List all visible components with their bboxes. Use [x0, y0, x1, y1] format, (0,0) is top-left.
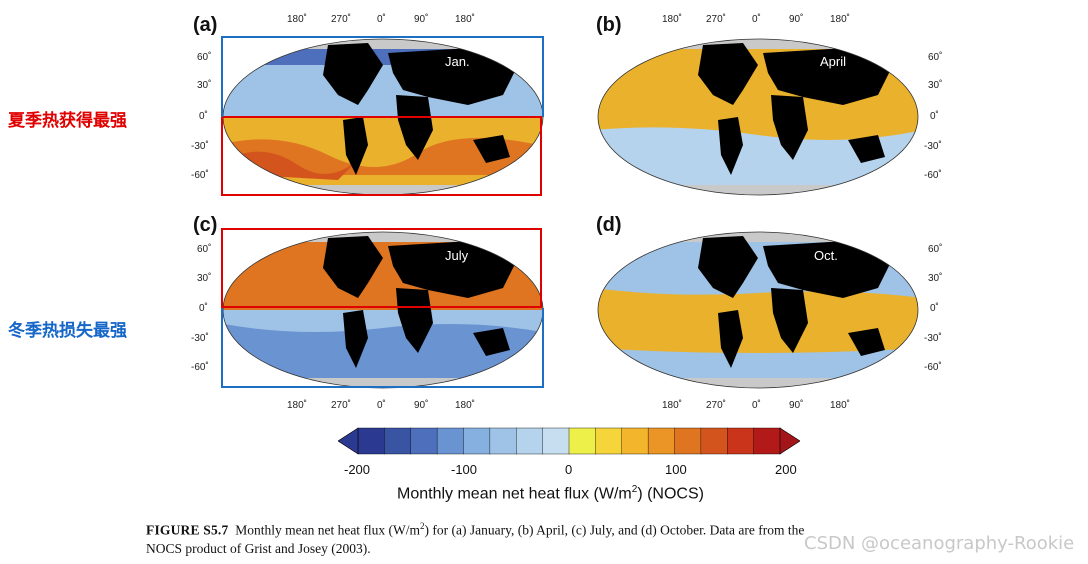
lat-label: 0˚ [930, 111, 939, 122]
colorbar-cell [463, 427, 491, 455]
lon-label: 180˚ [830, 400, 851, 411]
panel-b-month: April [820, 54, 847, 69]
winter-annotation: 冬季热损失最强 [8, 321, 127, 341]
lat-label: 60˚ [928, 52, 943, 63]
lat-label: 0˚ [199, 303, 208, 314]
lon-label: 90˚ [789, 14, 804, 25]
panel-d-label: (d) [596, 214, 622, 236]
figure-caption: FIGURE S5.7 Monthly mean net heat flux (… [146, 517, 1046, 558]
lat-label: -60˚ [924, 170, 942, 181]
colorbar [338, 427, 800, 455]
winter-highlight-box-top [221, 36, 544, 117]
lon-label: 270˚ [706, 14, 727, 25]
colorbar-cell [753, 427, 781, 455]
colorbar-cell [542, 427, 570, 455]
caption-line1b: ) for (a) January, (b) April, (c) July, … [424, 522, 805, 538]
colorbar-title-suffix: ) (NOCS) [637, 485, 704, 503]
panel-a-label: (a) [193, 14, 218, 36]
colorbar-tick: -200 [344, 462, 371, 477]
colorbar-cell [674, 427, 702, 455]
colorbar-cell [384, 427, 412, 455]
lat-label: 60˚ [928, 244, 943, 255]
lon-label: 90˚ [414, 400, 429, 411]
colorbar-cell [516, 427, 544, 455]
lat-label: 30˚ [197, 80, 212, 91]
colorbar-cell [595, 427, 623, 455]
colorbar-cell [621, 427, 649, 455]
watermark: CSDN @oceanography-Rookie [804, 533, 1075, 554]
lon-label: 0˚ [752, 14, 761, 25]
summer-highlight-box-july [221, 228, 542, 308]
colorbar-cell [700, 427, 728, 455]
colorbar-title: Monthly mean net heat flux (W/m2) (NOCS) [397, 484, 704, 503]
caption-sup: 2 [420, 521, 425, 531]
lat-label: 30˚ [928, 80, 943, 91]
lon-label: 0˚ [752, 400, 761, 411]
map-january [222, 38, 544, 196]
colorbar-tick: 0 [565, 462, 573, 477]
lon-label: 270˚ [331, 400, 352, 411]
lon-label: 270˚ [331, 14, 352, 25]
lon-label: 0˚ [377, 400, 386, 411]
map-april [597, 38, 919, 196]
summer-highlight-box [221, 116, 542, 196]
lat-label: 60˚ [197, 52, 212, 63]
colorbar-max-arrow [779, 427, 800, 455]
lon-label: 180˚ [455, 400, 476, 411]
colorbar-cells [357, 427, 781, 455]
figure-label: FIGURE S5.7 [146, 522, 229, 538]
colorbar-cell [727, 427, 755, 455]
colorbar-tick: -100 [451, 462, 478, 477]
lat-label: -30˚ [924, 141, 942, 152]
colorbar-tick: 100 [665, 462, 687, 477]
lon-label: 90˚ [414, 14, 429, 25]
map-october [597, 231, 919, 389]
panel-c-label: (c) [193, 214, 218, 236]
colorbar-cell [489, 427, 517, 455]
lon-label: 0˚ [377, 14, 386, 25]
lat-label: 0˚ [930, 303, 939, 314]
lat-label: 60˚ [197, 244, 212, 255]
colorbar-title-prefix: Monthly mean net heat flux (W/m [397, 485, 632, 503]
colorbar-cell [647, 427, 676, 455]
lat-label: -30˚ [191, 333, 209, 344]
caption-line1: Monthly mean net heat flux (W/m [235, 522, 421, 538]
panel-d-month: Oct. [814, 248, 838, 263]
lat-label: 0˚ [199, 111, 208, 122]
caption-line2: NOCS product of Grist and Josey (2003). [146, 540, 371, 556]
panel-a-month: Jan. [445, 54, 470, 69]
lon-label: 180˚ [662, 400, 683, 411]
lon-label: 180˚ [662, 14, 683, 25]
panel-b-label: (b) [596, 14, 622, 36]
panel-c-month: July [445, 248, 469, 263]
map-july [222, 231, 544, 389]
colorbar-min-arrow [338, 427, 359, 455]
lat-label: -60˚ [924, 362, 942, 373]
lon-label: 180˚ [455, 14, 476, 25]
lat-label: -30˚ [191, 141, 209, 152]
colorbar-cell [357, 427, 386, 455]
summer-annotation: 夏季热获得最强 [8, 111, 127, 131]
colorbar-cell [410, 427, 438, 455]
winter-highlight-box-july [221, 308, 544, 388]
colorbar-cell [436, 427, 465, 455]
lat-label: -60˚ [191, 170, 209, 181]
colorbar-title-sup: 2 [631, 484, 638, 495]
lon-label: 180˚ [287, 400, 308, 411]
lat-label: 30˚ [197, 273, 212, 284]
colorbar-cell [568, 427, 597, 455]
lat-label: -60˚ [191, 362, 209, 373]
lat-label: 30˚ [928, 273, 943, 284]
lat-label: -30˚ [924, 333, 942, 344]
lon-label: 90˚ [789, 400, 804, 411]
lon-label: 180˚ [830, 14, 851, 25]
lon-label: 180˚ [287, 14, 308, 25]
colorbar-tick: 200 [775, 462, 797, 477]
lon-label: 270˚ [706, 400, 727, 411]
